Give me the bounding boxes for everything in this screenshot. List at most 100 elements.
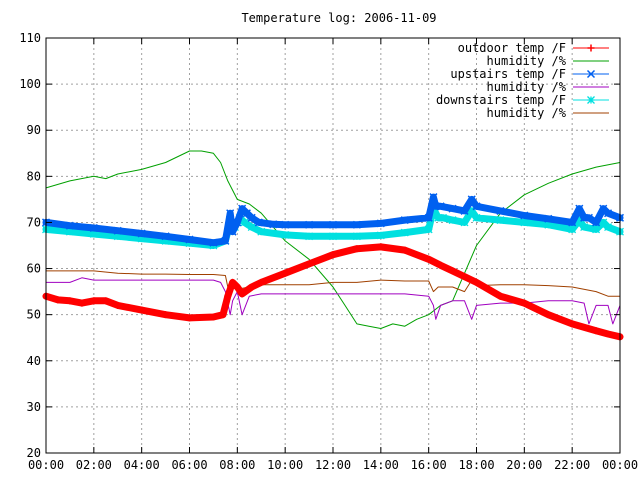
x-tick-label: 16:00 [411,458,447,472]
star-marker [281,230,290,239]
x-marker [269,220,278,229]
x-marker [496,206,505,215]
x-tick-label: 08:00 [219,458,255,472]
x-marker [185,235,194,244]
legend-entry-0: outdoor temp /F [458,41,609,55]
star-marker [592,225,601,234]
star-marker [575,216,584,225]
x-marker [584,213,593,222]
plus-marker [66,297,74,305]
x-tick-label: 00:00 [602,458,638,472]
star-marker [460,218,469,227]
x-marker [328,220,338,229]
ticks: 20 30 40 50 60 70 80 90 100 110 00:00 02:00 04:00 06:… [19,31,638,472]
x-tick-label: 04:00 [124,458,160,472]
x-marker [233,218,242,227]
legend-label: humidity /% [487,106,567,120]
x-marker [575,204,584,213]
plus-marker [473,278,480,286]
plus-marker [233,283,241,291]
star-marker [257,227,266,236]
x-tick-label: 12:00 [315,458,351,472]
x-marker [436,202,445,211]
x-marker [424,213,433,222]
y-tick-label: 20 [27,446,41,460]
x-marker [228,227,237,236]
y-tick-label: 70 [27,215,41,229]
series-3 [45,277,621,325]
star-marker [580,223,589,232]
star-marker [400,228,409,237]
plus-marker [229,278,237,286]
x-marker [137,229,146,238]
star-marker [424,225,433,234]
x-marker [604,209,613,218]
legend-label: humidity /% [487,80,567,94]
legend-label: humidity /% [487,54,567,68]
plus-marker [568,320,576,328]
legend-entry-3: humidity /% [487,80,609,94]
legend-entry-4: downstairs temp /F [436,93,609,107]
x-marker [226,209,235,218]
x-marker [586,69,596,79]
plus-marker [186,314,193,322]
x-tick-label: 18:00 [458,458,494,472]
x-tick-label: 22:00 [554,458,590,472]
star-marker [113,232,122,241]
plus-marker [329,251,337,259]
star-marker [439,213,447,222]
star-marker [599,218,608,227]
series-line [45,277,621,325]
plus-marker [425,255,433,263]
y-tick-label: 90 [27,123,41,137]
y-tick-label: 50 [27,308,41,322]
star-marker [352,232,361,241]
plus-marker [257,278,265,286]
plus-marker [305,260,313,268]
y-tick-label: 60 [27,262,41,276]
x-tick-label: 06:00 [171,458,207,472]
plus-marker [544,311,552,319]
legend-entry-1: humidity /% [487,54,609,68]
plus-marker [353,245,361,253]
x-marker [568,218,577,227]
plus-marker [449,267,457,275]
y-tick-label: 110 [19,31,41,45]
x-marker [400,216,409,225]
plus-marker [377,243,385,251]
star-marker [496,216,505,225]
legend-entry-2: upstairs temp /F [450,67,609,81]
series-line [45,270,621,297]
x-marker [448,204,457,213]
legend-entry-5: humidity /% [487,106,609,120]
star-marker [568,225,577,234]
star-marker [520,218,529,227]
plus-marker [604,330,612,338]
star-marker [329,232,337,241]
star-marker [376,231,385,240]
star-marker [544,220,553,229]
x-marker [281,220,290,229]
series-0 [42,243,624,341]
plus-marker [224,292,232,300]
series-1 [45,150,621,329]
star-marker [185,239,194,248]
x-marker [376,219,385,228]
star-marker [604,223,613,232]
x-marker [429,193,438,202]
star-marker [467,206,476,215]
chart-title: Temperature log: 2006-11-09 [241,11,436,25]
plus-marker [138,306,146,314]
plus-marker [248,283,256,291]
series-2 [41,193,625,247]
x-tick-label: 10:00 [267,458,303,472]
x-marker [89,223,98,233]
star-marker [247,223,256,232]
plus-marker [587,44,595,52]
x-marker [472,202,481,211]
x-marker [460,206,469,215]
plus-marker [437,261,445,269]
x-tick-label: 20:00 [506,458,542,472]
y-tick-label: 80 [27,169,41,183]
